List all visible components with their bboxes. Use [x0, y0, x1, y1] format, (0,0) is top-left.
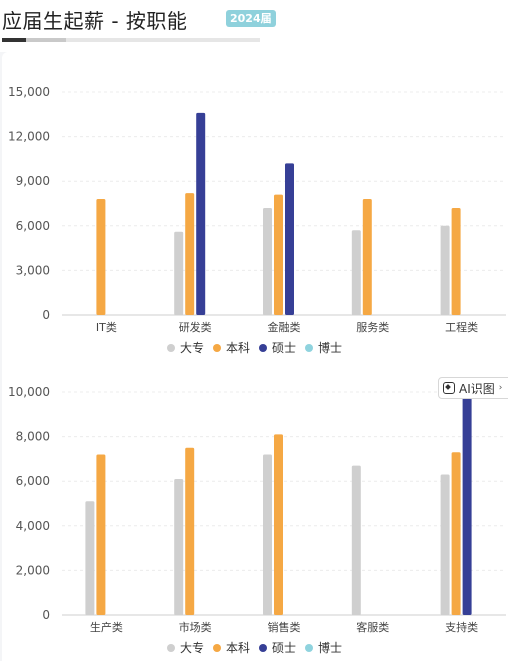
legend-swatch	[305, 344, 313, 352]
bar	[263, 454, 272, 615]
bar	[96, 454, 106, 615]
bar	[285, 163, 294, 315]
scroll-progress	[2, 38, 260, 42]
legend-swatch	[305, 644, 313, 652]
bar	[351, 465, 361, 615]
x-tick-label: 客服类	[356, 620, 389, 634]
page-header: 应届生起薪 - 按职能 2024届	[0, 0, 508, 52]
bar	[85, 501, 95, 615]
bar	[451, 207, 461, 315]
legend-swatch	[259, 644, 267, 652]
bar	[263, 207, 272, 315]
legend-label: 本科	[226, 641, 250, 655]
y-tick-label: 0	[42, 608, 50, 622]
bar	[185, 193, 195, 315]
x-tick-label: 工程类	[445, 320, 478, 334]
legend-swatch	[167, 644, 175, 652]
y-tick-label: 4,000	[16, 519, 50, 533]
bar	[451, 452, 461, 615]
ai-recognize-button[interactable]: AI识图 ›	[438, 377, 508, 399]
y-tick-label: 10,000	[8, 385, 50, 399]
y-tick-label: 9,000	[16, 174, 50, 188]
bar	[174, 478, 184, 615]
legend-label: 大专	[180, 640, 204, 655]
y-tick-label: 8,000	[16, 430, 50, 444]
y-tick-label: 15,000	[8, 85, 50, 99]
legend-label: 大专	[180, 340, 204, 355]
bar	[351, 230, 361, 315]
bar	[185, 447, 195, 615]
y-tick-label: 6,000	[16, 474, 50, 488]
y-tick-label: 0	[42, 308, 50, 322]
bar	[174, 231, 184, 315]
legend-label: 硕士	[272, 641, 296, 655]
ai-scan-icon	[443, 382, 455, 394]
bar	[362, 199, 372, 315]
legend-swatch	[213, 644, 221, 652]
year-badge: 2024届	[226, 10, 276, 27]
y-tick-label: 6,000	[16, 219, 50, 233]
legend-label: 本科	[226, 341, 250, 355]
legend-swatch	[213, 344, 221, 352]
progress-fill	[2, 38, 26, 42]
bar	[274, 194, 283, 315]
bar	[196, 112, 206, 316]
y-tick-label: 12,000	[8, 130, 50, 144]
x-tick-label: 销售类	[268, 620, 301, 634]
ai-button-label: AI识图	[459, 381, 495, 396]
progress-fill-secondary	[26, 38, 66, 42]
x-tick-label: IT类	[96, 320, 117, 334]
legend-label: 博士	[318, 640, 342, 655]
legend-swatch	[259, 344, 267, 352]
x-tick-label: 生产类	[90, 620, 123, 634]
x-tick-label: 市场类	[179, 620, 212, 634]
bar	[96, 199, 106, 315]
bar	[274, 434, 283, 615]
legend-swatch	[167, 344, 175, 352]
x-tick-label: 支持类	[445, 620, 478, 634]
bar	[462, 392, 472, 615]
x-tick-label: 服务类	[356, 320, 389, 334]
y-tick-label: 2,000	[16, 563, 50, 577]
x-tick-label: 金融类	[268, 320, 301, 334]
legend-label: 博士	[318, 340, 342, 355]
legend-label: 硕士	[272, 341, 296, 355]
bar	[440, 474, 450, 615]
chevron-right-icon: ›	[498, 383, 503, 393]
page-title: 应届生起薪 - 按职能	[2, 9, 188, 33]
y-tick-label: 3,000	[16, 263, 50, 277]
x-tick-label: 研发类	[179, 320, 212, 334]
bar	[440, 225, 450, 315]
